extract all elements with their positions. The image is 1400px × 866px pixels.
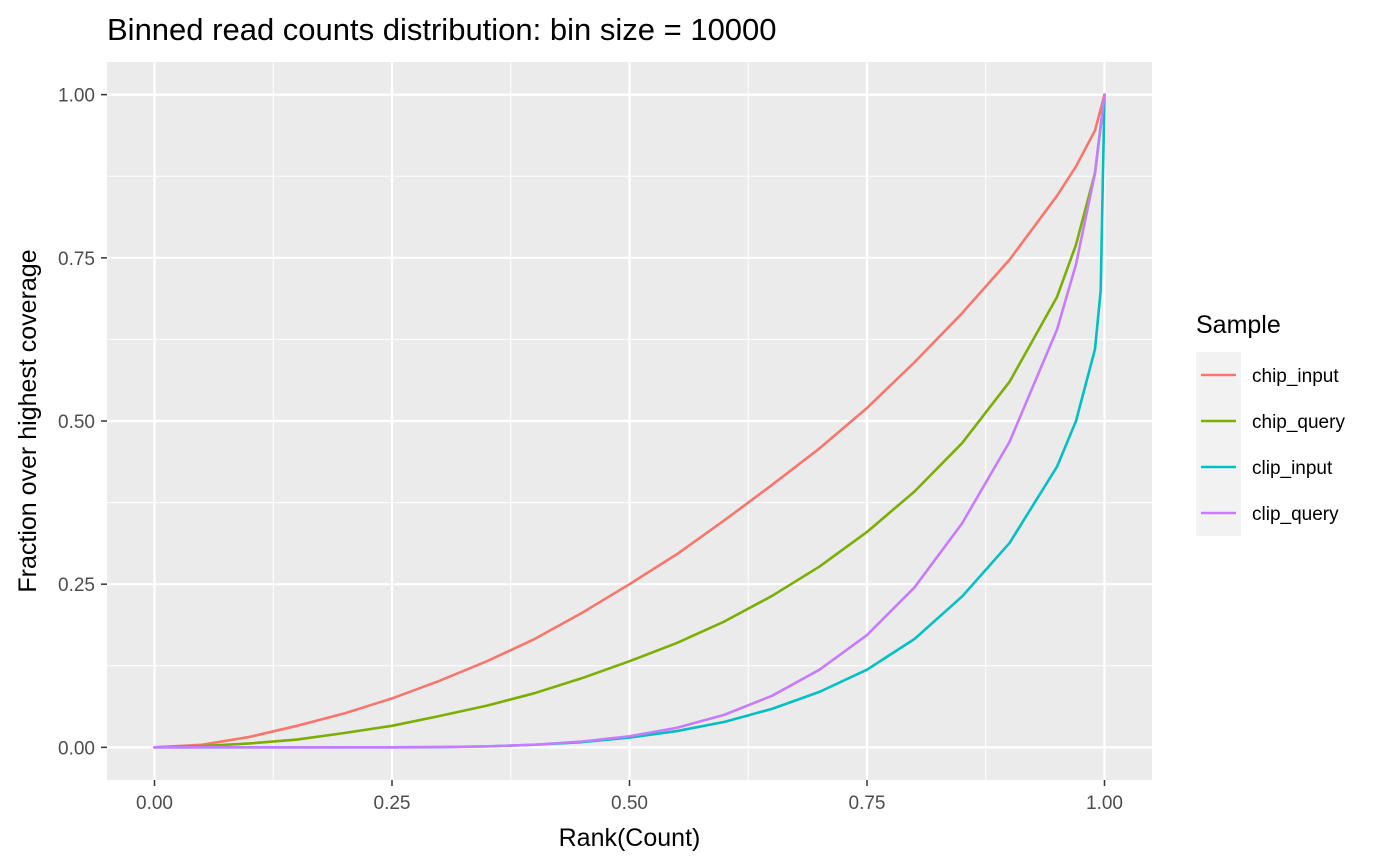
x-tick-label: 0.50 (611, 793, 648, 814)
x-tick-label: 0.00 (136, 793, 173, 814)
series-line-chip-input (153, 93, 1106, 749)
x-tick-label: 0.25 (374, 793, 411, 814)
x-axis-ticks: 0.00 0.25 0.50 0.75 1.00 (136, 780, 1123, 814)
series-line-chip-query (153, 93, 1106, 749)
x-tick-label: 1.00 (1086, 793, 1123, 814)
legend-label: chip_query (1252, 412, 1345, 433)
legend-items: chip_input chip_query clip_input clip_query (1196, 352, 1345, 536)
legend-label: chip_input (1252, 366, 1339, 387)
legend-title: Sample (1196, 311, 1281, 339)
chart-title: Binned read counts distribution: bin siz… (107, 12, 777, 47)
y-tick-label: 0.50 (58, 412, 95, 433)
legend-label: clip_query (1252, 504, 1339, 525)
x-axis-title: Rank(Count) (559, 824, 701, 852)
series-line-clip-query (153, 93, 1106, 749)
y-axis-ticks: 0.00 0.25 0.50 0.75 1.00 (58, 86, 107, 759)
series-lines (153, 93, 1106, 749)
legend: Sample chip_input chip_query clip_inputcli… (1196, 311, 1345, 536)
y-axis-title: Fraction over highest coverage (14, 249, 42, 592)
x-tick-label: 0.75 (849, 793, 886, 814)
y-tick-label: 0.75 (58, 249, 95, 270)
legend-label: clip_input (1252, 458, 1333, 479)
y-tick-label: 0.25 (58, 575, 95, 596)
y-tick-label: 0.00 (58, 738, 95, 759)
y-tick-label: 1.00 (58, 86, 95, 107)
